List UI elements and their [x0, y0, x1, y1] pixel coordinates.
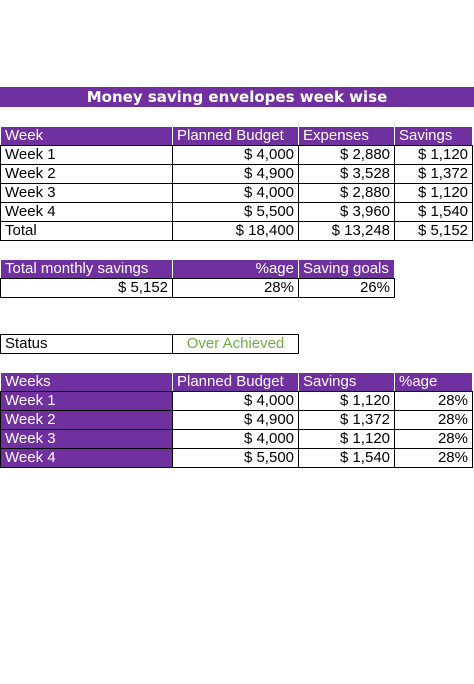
header-savings: Savings [298, 372, 395, 392]
status-row: Status Over Achieved [0, 334, 299, 354]
total-row: Total $ 18,400 $ 13,248 $ 5,152 [0, 221, 473, 241]
percentage-cell: 28% [394, 410, 473, 430]
planned-budget-cell: $ 4,000 [172, 429, 299, 449]
table-row: Week 3 $ 4,000 $ 2,880 $ 1,120 [0, 183, 473, 203]
table-row: Week 4 $ 5,500 $ 1,540 28% [0, 448, 473, 468]
header-percentage: %age [394, 372, 473, 392]
header-saving-goals: Saving goals [298, 259, 395, 279]
header-planned-budget: Planned Budget [172, 126, 299, 146]
planned-budget-cell: $ 4,900 [172, 410, 299, 430]
savings-cell: $ 1,540 [394, 202, 473, 222]
status-label: Status [0, 334, 173, 354]
week-cell: Week 4 [0, 202, 173, 222]
table-row: Week 1 $ 4,000 $ 2,880 $ 1,120 [0, 145, 473, 165]
savings-cell: $ 1,120 [394, 145, 473, 165]
planned-budget-cell: $ 4,000 [172, 145, 299, 165]
expenses-cell: $ 2,880 [298, 145, 395, 165]
status-table: Status Over Achieved [0, 334, 299, 354]
header-savings: Savings [394, 126, 473, 146]
planned-budget-cell: $ 5,500 [172, 448, 299, 468]
total-planned-budget-cell: $ 18,400 [172, 221, 299, 241]
header-expenses: Expenses [298, 126, 395, 146]
table-header-row: Week Planned Budget Expenses Savings [0, 126, 473, 146]
expenses-cell: $ 3,528 [298, 164, 395, 184]
table-row: Week 3 $ 4,000 $ 1,120 28% [0, 429, 473, 449]
week-cell: Week 4 [0, 448, 173, 468]
expenses-cell: $ 3,960 [298, 202, 395, 222]
savings-cell: $ 1,120 [394, 183, 473, 203]
savings-cell: $ 1,372 [298, 410, 395, 430]
savings-cell: $ 1,120 [298, 391, 395, 411]
week-cell: Week 2 [0, 410, 173, 430]
table-row: $ 5,152 28% 26% [0, 278, 395, 298]
table-row: Week 2 $ 4,900 $ 1,372 28% [0, 410, 473, 430]
table-row: Week 2 $ 4,900 $ 3,528 $ 1,372 [0, 164, 473, 184]
total-expenses-cell: $ 13,248 [298, 221, 395, 241]
planned-budget-cell: $ 4,000 [172, 183, 299, 203]
table-row: Week 4 $ 5,500 $ 3,960 $ 1,540 [0, 202, 473, 222]
planned-budget-cell: $ 4,900 [172, 164, 299, 184]
savings-cell: $ 1,120 [298, 429, 395, 449]
table-header-row: Weeks Planned Budget Savings %age [0, 372, 473, 392]
total-monthly-savings-value: $ 5,152 [0, 278, 173, 298]
summary-table: Total monthly savings %age Saving goals … [0, 259, 395, 298]
sheet-title: Money saving envelopes week wise [0, 87, 474, 107]
planned-budget-cell: $ 5,500 [172, 202, 299, 222]
savings-cell: $ 1,540 [298, 448, 395, 468]
table-header-row: Total monthly savings %age Saving goals [0, 259, 395, 279]
planned-budget-cell: $ 4,000 [172, 391, 299, 411]
percentage-cell: 28% [394, 448, 473, 468]
week-cell: Week 1 [0, 145, 173, 165]
savings-percentage-table: Weeks Planned Budget Savings %age Week 1… [0, 372, 473, 468]
percentage-cell: 28% [394, 391, 473, 411]
week-cell: Week 1 [0, 391, 173, 411]
week-cell: Week 3 [0, 429, 173, 449]
table-row: Week 1 $ 4,000 $ 1,120 28% [0, 391, 473, 411]
header-weeks: Weeks [0, 372, 173, 392]
weekly-envelope-table: Week Planned Budget Expenses Savings Wee… [0, 126, 473, 241]
week-cell: Week 3 [0, 183, 173, 203]
expenses-cell: $ 2,880 [298, 183, 395, 203]
savings-cell: $ 1,372 [394, 164, 473, 184]
header-percentage: %age [172, 259, 299, 279]
header-total-monthly-savings: Total monthly savings [0, 259, 173, 279]
week-cell: Week 2 [0, 164, 173, 184]
header-week: Week [0, 126, 173, 146]
total-label-cell: Total [0, 221, 173, 241]
total-savings-cell: $ 5,152 [394, 221, 473, 241]
percentage-cell: 28% [394, 429, 473, 449]
saving-goals-value: 26% [298, 278, 395, 298]
header-planned-budget: Planned Budget [172, 372, 299, 392]
percentage-value: 28% [172, 278, 299, 298]
status-value: Over Achieved [172, 334, 299, 354]
